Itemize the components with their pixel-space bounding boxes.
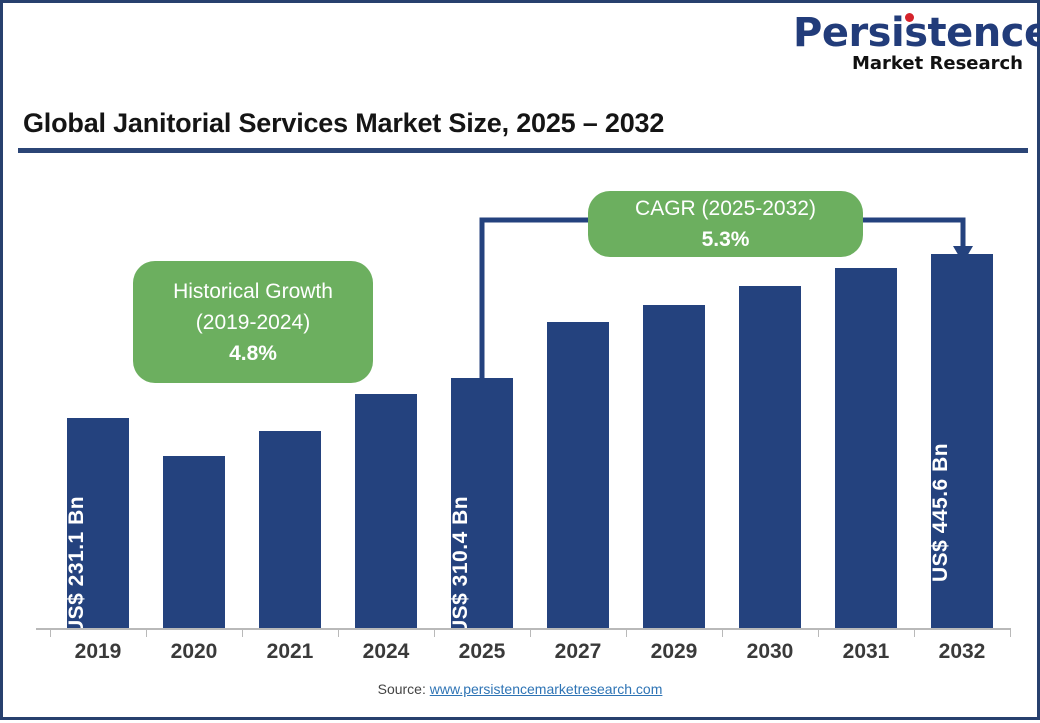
logo-wordmark-text: Persistence [793,10,1040,56]
x-axis-label-2030: 2030 [746,640,794,663]
x-axis-tick [434,628,435,637]
cagr-value: 5.3% [701,228,750,251]
x-axis-tick [626,628,627,637]
x-axis-tick [914,628,915,637]
x-axis-tick [146,628,147,637]
historical-growth-line2: (2019-2024) [195,310,311,334]
x-axis-label-2027: 2027 [554,640,602,663]
historical-growth-value: 4.8% [229,341,277,365]
x-axis-label-2020: 2020 [170,640,218,663]
x-axis-tick [530,628,531,637]
x-axis-tick [50,628,51,637]
x-axis-label-2032: 2032 [938,640,986,663]
source-prefix: Source: [377,681,430,697]
source-link[interactable]: www.persistencemarketresearch.com [429,681,663,697]
x-axis-tick [242,628,243,637]
red-dot-icon [905,13,914,22]
x-axis-label-2025: 2025 [458,640,506,663]
x-axis-label-2031: 2031 [842,640,890,663]
x-axis-label-2024: 2024 [362,640,410,663]
historical-growth-line1: Historical Growth [173,279,333,303]
company-logo: Persistence Market Research [793,11,1040,83]
title-underline-rule [18,148,1028,153]
x-axis-label-2021: 2021 [266,640,314,663]
cagr-callout: CAGR (2025-2032) 5.3% [588,191,863,257]
x-axis-label-2029: 2029 [650,640,698,663]
logo-tagline: Market Research [852,53,1023,74]
page-title: Global Janitorial Services Market Size, … [23,108,665,138]
x-axis-tick [722,628,723,637]
x-axis-tick [818,628,819,637]
cagr-line1: CAGR (2025-2032) [635,197,816,220]
x-axis-tick [1010,628,1011,637]
logo-wordmark: Persistence [793,11,1040,55]
historical-growth-callout: Historical Growth (2019-2024) 4.8% [133,261,373,383]
source-line: Source: www.persistencemarketresearch.co… [3,681,1037,697]
x-axis-label-2019: 2019 [74,640,122,663]
x-axis-tick [338,628,339,637]
x-axis-line [36,628,1011,630]
